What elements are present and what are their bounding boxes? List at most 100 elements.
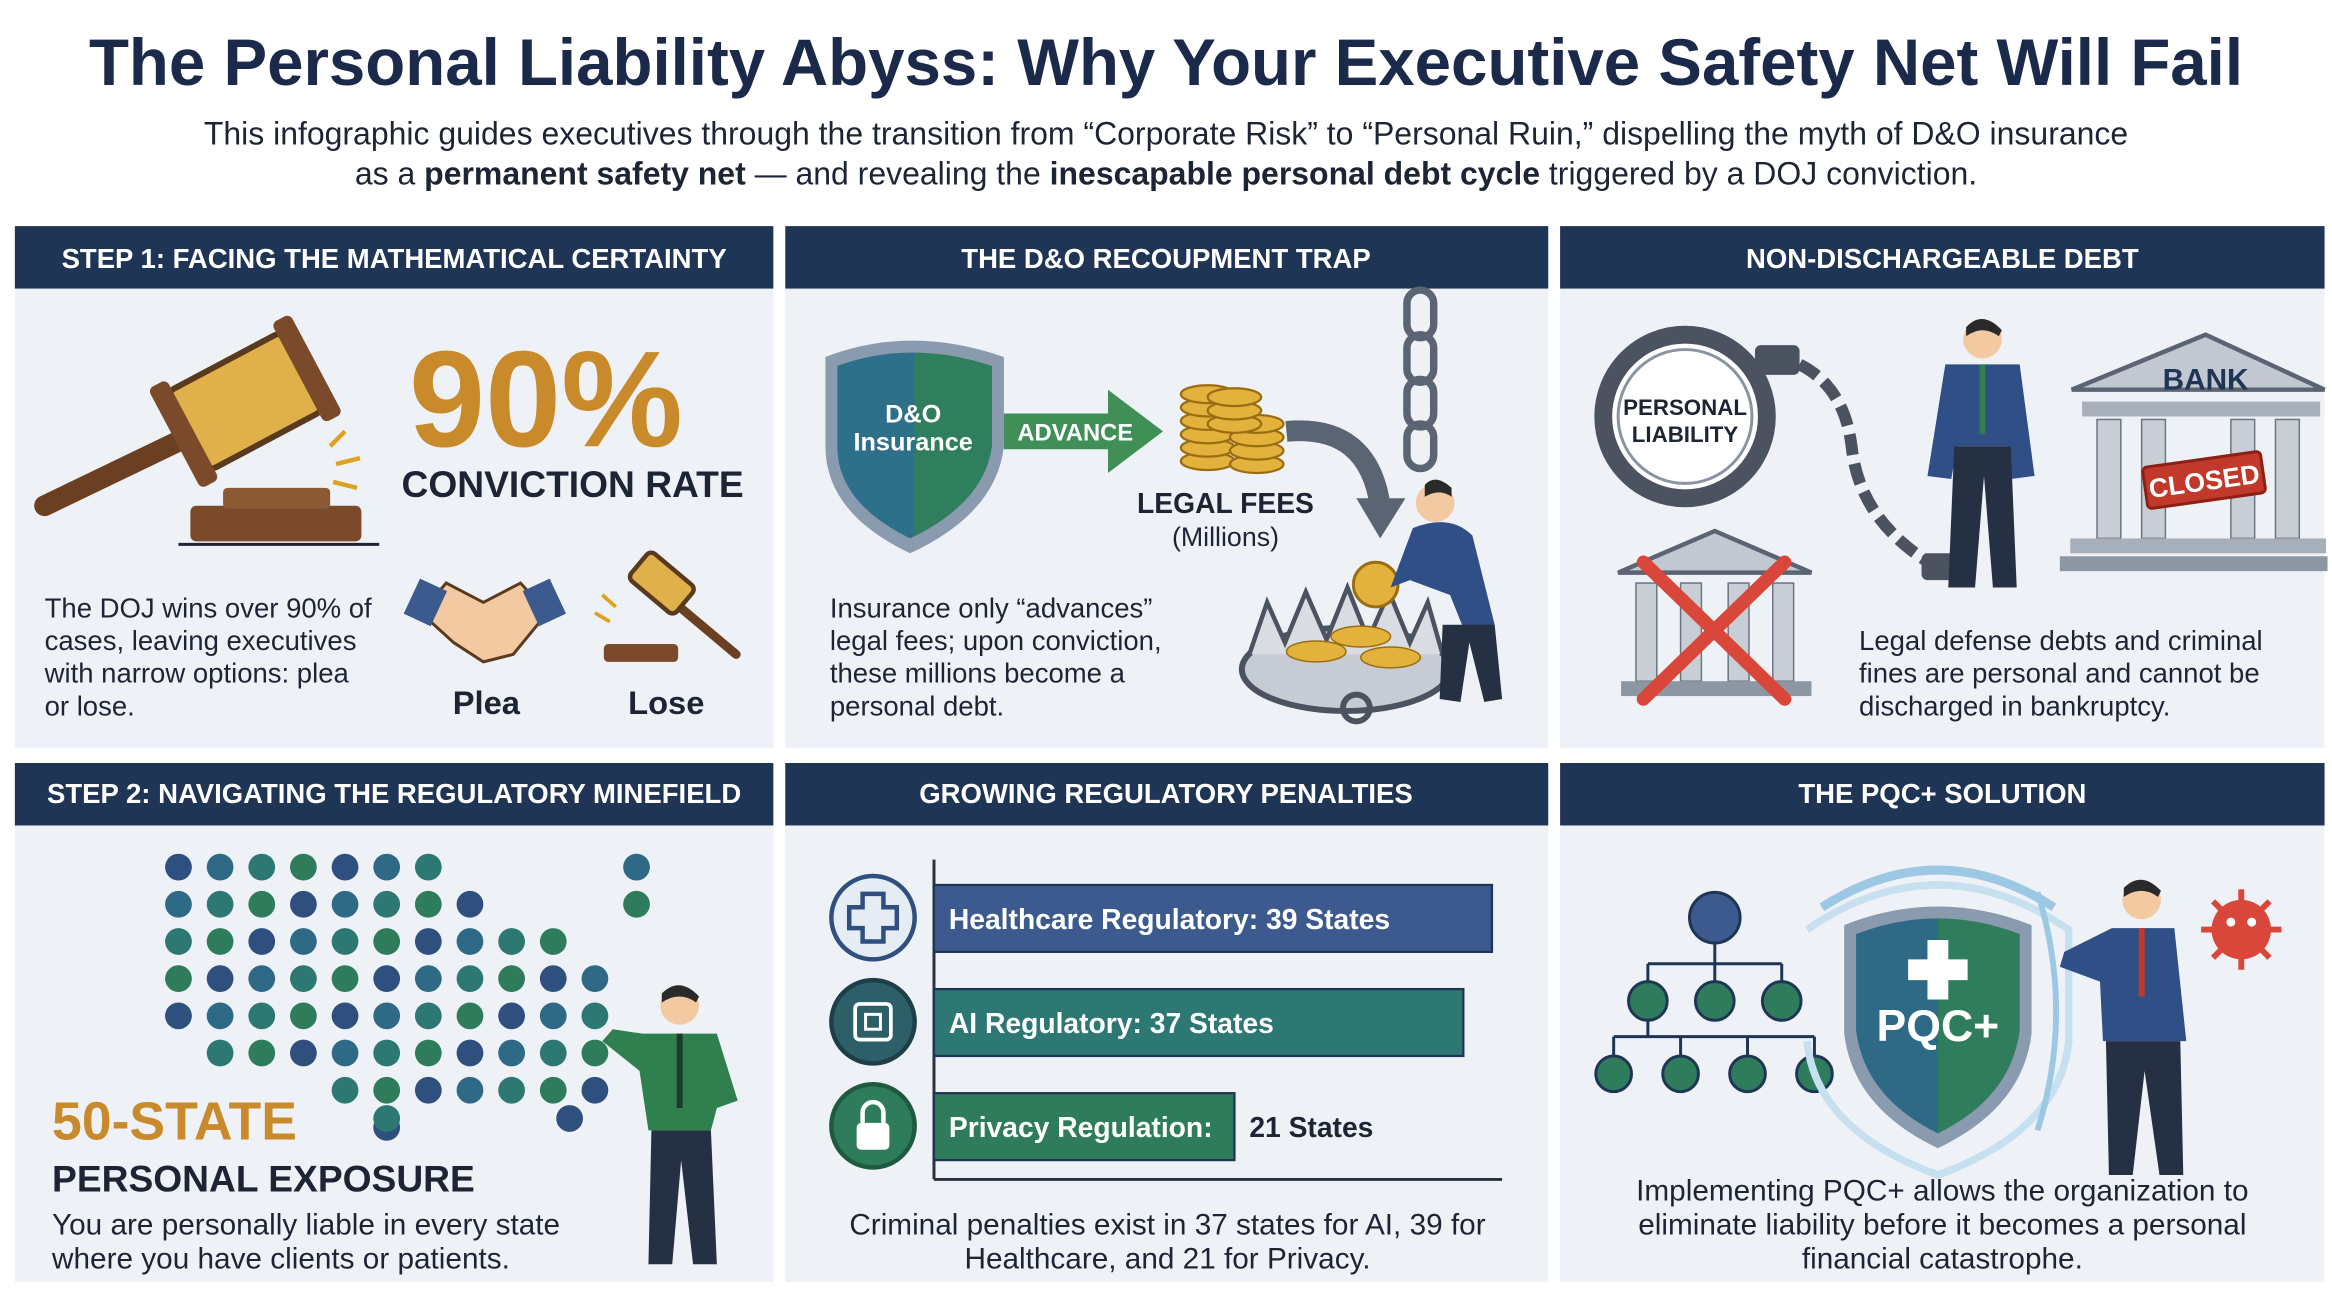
trap-illustration-part xyxy=(1330,625,1392,648)
handshake-icon-part xyxy=(403,578,448,627)
bank-illustration-part xyxy=(2274,418,2301,540)
org-chart-illustration-part xyxy=(1594,1054,1633,1094)
panel-heading: THE PQC+ SOLUTION xyxy=(1798,778,2086,809)
state-dot xyxy=(290,965,317,993)
bank-illustration-part xyxy=(2082,401,2321,417)
coin-stacks xyxy=(1179,384,1285,475)
panel-frames-part xyxy=(1560,763,2325,826)
crossed-bank-illustration-part xyxy=(1772,582,1795,682)
state-dot xyxy=(581,1039,609,1067)
shield-label: D&O xyxy=(885,400,941,428)
state-dot xyxy=(290,1002,317,1030)
state-dot xyxy=(498,928,525,955)
state-dot xyxy=(290,853,317,881)
org-chart-illustration-part xyxy=(1693,980,1736,1022)
panel-frames-part xyxy=(1560,226,2325,289)
subtitle-bold: permanent safety net xyxy=(424,155,746,191)
state-dot xyxy=(414,853,442,881)
state-dot xyxy=(290,1039,317,1067)
state-dot xyxy=(581,1002,609,1030)
small-gavel-icon-part xyxy=(603,644,679,662)
state-dot xyxy=(206,1039,234,1067)
shield-illustration-part xyxy=(837,352,992,539)
coin xyxy=(1206,387,1263,408)
state-dot xyxy=(206,853,234,881)
subtitle-part: as a xyxy=(355,155,424,191)
panel-frames-part xyxy=(14,226,774,289)
chain-illustration xyxy=(1285,286,1438,539)
handcuff-illustration-part xyxy=(1796,359,1937,571)
fees-label: (Millions) xyxy=(1172,522,1279,552)
handcuff-illustration-part xyxy=(1594,325,1776,508)
org-chart-illustration-part xyxy=(1760,980,1803,1022)
small-gavel-icon-part xyxy=(627,550,696,616)
threat-icon-part xyxy=(2247,917,2257,927)
body-text: Healthcare, and 21 for Privacy. xyxy=(964,1243,1370,1276)
state-dot xyxy=(373,890,401,918)
bank-illustration-part xyxy=(2070,538,2327,554)
body-text: Criminal penalties exist in 37 states fo… xyxy=(849,1208,1485,1241)
state-dot xyxy=(456,928,484,955)
state-dot xyxy=(248,1039,276,1067)
state-dot xyxy=(456,965,484,993)
body-text: The DOJ wins over 90% of xyxy=(45,592,372,623)
bar xyxy=(932,987,1465,1058)
cuff-label: LIABILITY xyxy=(1632,422,1739,447)
shield-label: PQC+ xyxy=(1877,1002,2000,1051)
body-text: personal debt. xyxy=(830,690,1004,721)
panel-frames-part xyxy=(785,226,1549,289)
bar-label: AI Regulatory: 37 States xyxy=(949,1007,1274,1039)
gavel-illustration-part xyxy=(223,487,331,509)
person-illustration xyxy=(2059,879,2187,1175)
person-illustration-part xyxy=(1424,479,1452,497)
stat-label: CONVICTION RATE xyxy=(402,463,744,505)
handcuff-illustration xyxy=(1594,325,1967,581)
body-text: Implementing PQC+ allows the organizatio… xyxy=(1636,1174,2248,1207)
handcuff-illustration-part xyxy=(1616,348,1754,485)
threat-icon-part xyxy=(2226,917,2236,927)
panel-frames-part xyxy=(785,763,1549,826)
person-illustration-part xyxy=(1439,624,1503,703)
org-chart-illustration-part xyxy=(1661,1054,1700,1094)
trap-illustration-part xyxy=(1360,646,1422,669)
gavel-illustration-part-part xyxy=(273,315,341,422)
body-text: financial catastrophe. xyxy=(1802,1243,2083,1276)
state-dot xyxy=(414,928,442,955)
bar xyxy=(932,883,1494,954)
person-illustration-part xyxy=(661,985,700,1003)
pqc-shield-illustration-part xyxy=(1819,865,2057,912)
person-illustration xyxy=(1390,479,1503,703)
gavel-illustration-part xyxy=(149,315,341,487)
state-dot xyxy=(248,965,276,993)
threat-icon xyxy=(2201,889,2282,970)
panel-heading: STEP 1: FACING THE MATHEMATICAL CERTAINT… xyxy=(62,243,727,274)
trap-illustration-part xyxy=(1247,581,1445,656)
bank-illustration-part xyxy=(2059,556,2328,572)
state-dot xyxy=(165,965,192,993)
body-text: Insurance only “advances” xyxy=(830,592,1153,623)
state-dot xyxy=(414,1002,442,1030)
trap-illustration xyxy=(1238,560,1454,725)
state-dot xyxy=(498,1076,525,1104)
org-chart-illustration-part xyxy=(1627,980,1669,1022)
body-text: cases, leaving executives xyxy=(45,625,357,656)
shield-label: Insurance xyxy=(853,429,972,457)
state-dot xyxy=(206,1002,234,1030)
state-dot xyxy=(414,1076,442,1104)
trap-illustration-part xyxy=(1340,691,1373,725)
category-icons-part xyxy=(829,873,917,962)
body-text: where you have clients or patients. xyxy=(51,1243,510,1276)
state-dot xyxy=(248,890,276,918)
state-dot xyxy=(456,1076,484,1104)
bar-chart: Healthcare Regulatory: 39 States AI Regul… xyxy=(932,883,1494,1162)
state-dot xyxy=(539,1002,567,1030)
bank-illustration-part xyxy=(2070,332,2326,392)
state-dot xyxy=(373,1002,401,1030)
body-text: or lose. xyxy=(45,690,135,721)
state-dot xyxy=(373,1105,401,1132)
handcuff-illustration-part xyxy=(1754,345,1800,375)
panel-heading: THE D&O RECOUPMENT TRAP xyxy=(961,243,1370,274)
shield-illustration-part xyxy=(1003,389,1164,473)
state-dot xyxy=(539,1076,567,1104)
